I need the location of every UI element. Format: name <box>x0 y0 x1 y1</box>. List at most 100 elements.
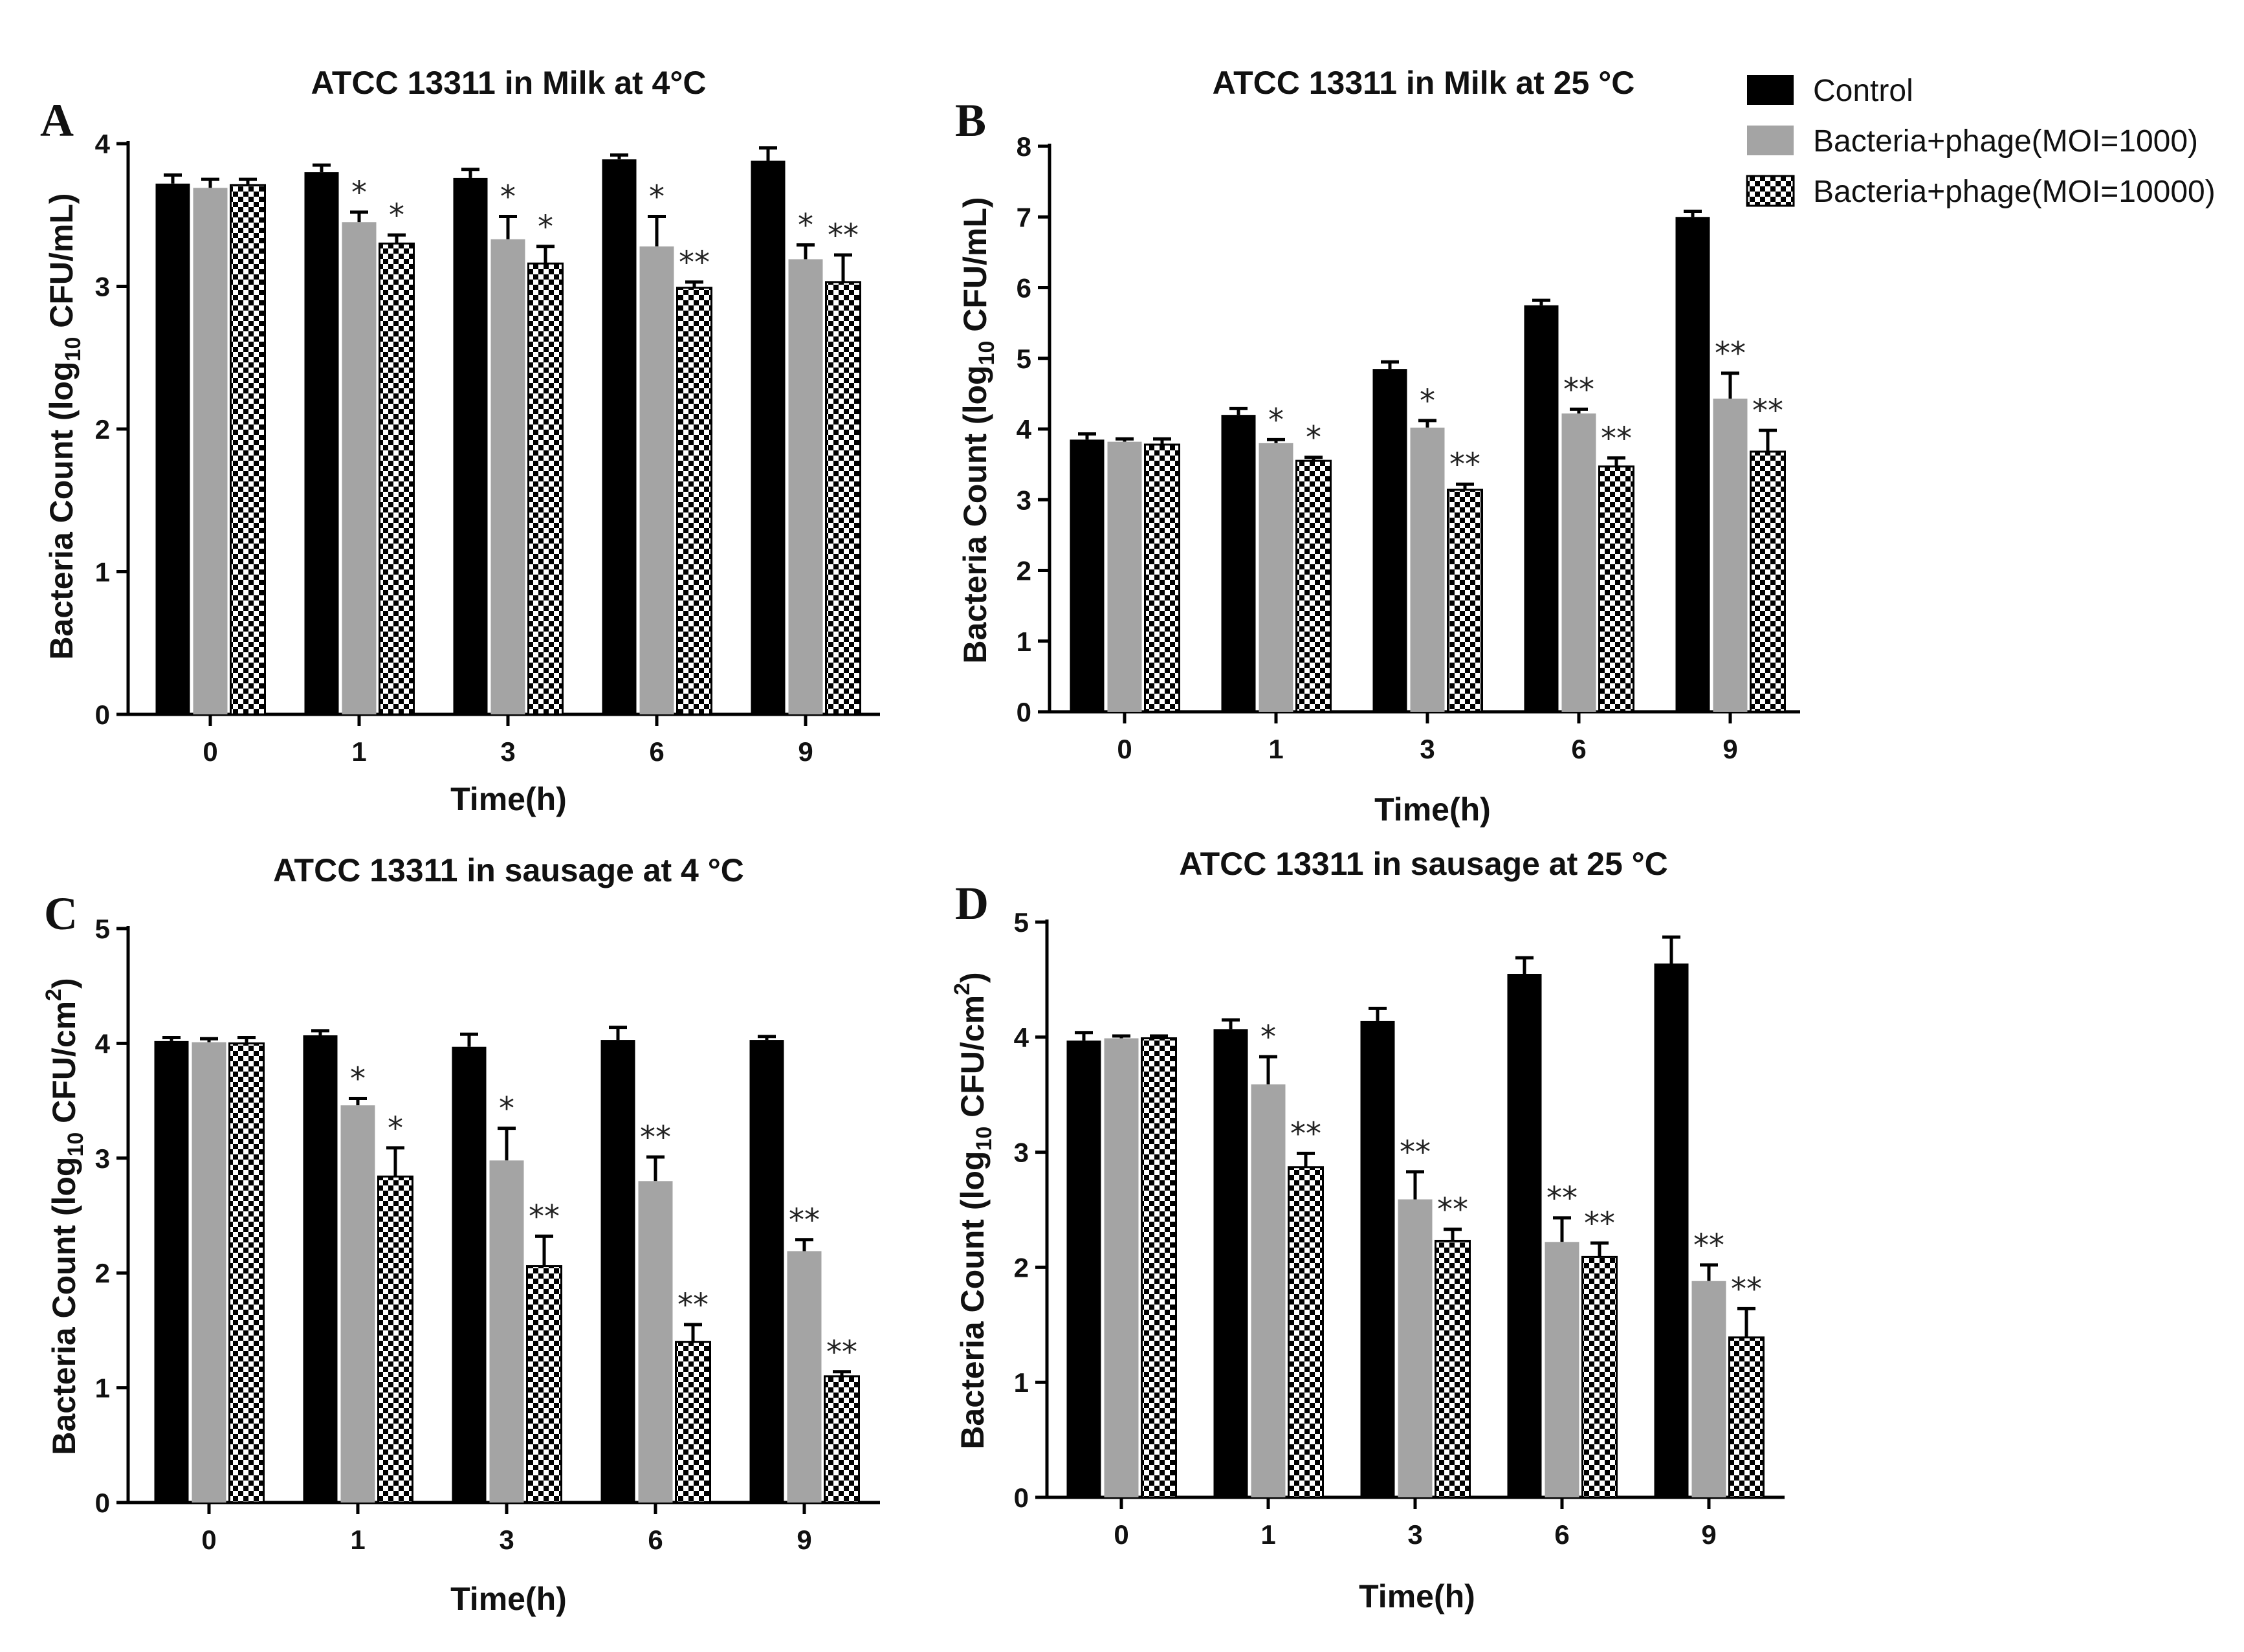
panel-c-bar-moi-10000-t6 <box>675 1341 711 1504</box>
panel-b-bar-moi-10000-t0 <box>1144 443 1180 713</box>
panel-b-bar-moi-10000-t1 <box>1295 459 1332 713</box>
panel-b-x-tick-label: 6 <box>1571 734 1586 764</box>
panel-d-y-tick-label: 5 <box>1014 907 1029 938</box>
panel-c-bar-moi-1000-t0 <box>192 1042 226 1503</box>
panel-b-y-tick-label: 7 <box>1017 202 1031 232</box>
panel-d-significance-mark: ** <box>1584 1206 1615 1242</box>
panel-c-bar-moi-10000-t1 <box>377 1175 413 1504</box>
panel-d-bar-control-t1 <box>1213 1029 1248 1497</box>
panel-d-x-tick-label: 6 <box>1554 1519 1569 1550</box>
panel-b-x-tick-label: 0 <box>1117 734 1132 764</box>
panel-a-bar-moi-10000-t6 <box>676 287 712 716</box>
panel-d-bar-moi-1000-t6 <box>1545 1242 1579 1497</box>
panel-b-bar-moi-10000-t9 <box>1750 450 1786 713</box>
panel-b-y-tick-label: 3 <box>1017 485 1031 515</box>
panel-c-significance-mark: * <box>350 1061 366 1097</box>
panel-a-x-axis-label: Time(h) <box>450 781 567 817</box>
panel-d-significance-mark: ** <box>1731 1271 1762 1307</box>
panel-c-letter: C <box>44 888 78 940</box>
panel-c-y-axis-label: Bacteria Count (log10 CFU/cm2) <box>41 978 88 1455</box>
panel-a-x-tick-label: 9 <box>798 736 813 767</box>
panel-b-title: ATCC 13311 in Milk at 25 °C <box>1213 65 1635 101</box>
legend: Control Bacteria+phage(MOI=1000) Bacteri… <box>1746 74 2216 209</box>
panel-b-significance-mark: ** <box>1449 446 1480 483</box>
panel-c-bar-moi-1000-t3 <box>489 1160 524 1503</box>
panel-c-x-tick-label: 9 <box>797 1525 811 1555</box>
panel-a-y-tick-label: 1 <box>95 557 110 588</box>
legend-swatch-moi-10000 <box>1746 175 1795 207</box>
panel-c-significance-mark: ** <box>826 1334 857 1371</box>
panel-c-bar-moi-10000-t3 <box>526 1265 562 1504</box>
panel-d-bar-moi-10000-t6 <box>1581 1255 1618 1499</box>
panel-a-significance-mark: * <box>798 208 813 244</box>
panel-b-y-tick-label: 4 <box>1017 414 1032 445</box>
panel-d-x-tick-label: 1 <box>1260 1519 1275 1550</box>
panel-a-bar-control-t6 <box>602 159 637 714</box>
panel-a-title: ATCC 13311 in Milk at 4°C <box>311 65 707 101</box>
panel-d-significance-mark: ** <box>1437 1192 1468 1228</box>
panel-c-x-tick-label: 3 <box>499 1525 514 1555</box>
panel-d-bar-control-t3 <box>1360 1020 1395 1497</box>
panel-a-letter: A <box>40 94 74 146</box>
panel-c-x-tick-label: 6 <box>648 1525 663 1555</box>
panel-d-y-tick-label: 1 <box>1014 1367 1029 1398</box>
panel-a-significance-mark: ** <box>828 217 859 254</box>
panel-d-bar-moi-10000-t9 <box>1728 1336 1765 1499</box>
panel-b-bar-moi-1000-t6 <box>1561 413 1596 712</box>
panel-d-bar-moi-10000-t3 <box>1435 1240 1471 1499</box>
panel-c-bar-moi-1000-t6 <box>638 1181 673 1503</box>
panel-a-y-tick-label: 3 <box>95 272 110 302</box>
panel-d-bar-moi-10000-t1 <box>1288 1166 1324 1499</box>
panel-a-y-tick-label: 4 <box>95 129 111 159</box>
panel-b-bar-moi-1000-t3 <box>1410 427 1445 712</box>
panel-b-bar-moi-10000-t3 <box>1447 489 1483 713</box>
panel-d-bar-control-t6 <box>1507 974 1542 1497</box>
panel-c-bar-moi-10000-t0 <box>228 1042 265 1504</box>
panel-a-significance-mark: ** <box>679 245 710 281</box>
panel-d-x-tick-label: 0 <box>1114 1519 1128 1550</box>
panel-a-bar-moi-10000-t1 <box>379 242 415 716</box>
panel-a-y-axis-label: Bacteria Count (log10 CFU/mL) <box>43 193 85 659</box>
panel-b-bar-control-t0 <box>1070 439 1105 712</box>
panel-c-y-tick-label: 0 <box>95 1488 110 1518</box>
panel-d-y-axis-label: Bacteria Count (log10 CFU/cm2) <box>950 972 996 1449</box>
panel-b-bar-control-t3 <box>1372 369 1407 712</box>
panel-b-bar-moi-1000-t1 <box>1259 443 1293 712</box>
panel-c-y-tick-label: 5 <box>95 914 110 944</box>
panel-d-y-tick-label: 0 <box>1014 1482 1029 1513</box>
panel-d-bar-moi-1000-t0 <box>1104 1038 1139 1497</box>
panel-d-bar-moi-1000-t9 <box>1691 1281 1726 1497</box>
panel-d-bar-moi-1000-t3 <box>1398 1199 1433 1497</box>
panel-b-y-tick-label: 5 <box>1017 344 1031 374</box>
panel-b-x-tick-label: 3 <box>1420 734 1435 764</box>
panel-a-bar-moi-1000-t1 <box>342 222 377 714</box>
panel-c-y-tick-label: 1 <box>95 1373 110 1404</box>
panel-a-significance-mark: * <box>351 175 367 211</box>
panel-c-significance-mark: * <box>388 1110 403 1147</box>
panel-d-x-tick-label: 3 <box>1407 1519 1422 1550</box>
panel-a-chart: A ATCC 13311 in Milk at 4°C Time(h) Bact… <box>40 65 880 817</box>
panel-c-significance-mark: ** <box>789 1202 820 1239</box>
panel-b-bar-control-t1 <box>1221 415 1256 712</box>
panel-a-x-tick-label: 3 <box>500 736 515 767</box>
panel-a-bar-moi-1000-t9 <box>788 259 823 715</box>
panel-d-bar-moi-1000-t1 <box>1251 1084 1286 1497</box>
panel-c-x-tick-label: 1 <box>350 1525 365 1555</box>
legend-label-moi-10000: Bacteria+phage(MOI=10000) <box>1813 175 2216 209</box>
panel-b-x-tick-label: 1 <box>1268 734 1283 764</box>
panel-b-bar-moi-1000-t9 <box>1713 399 1748 712</box>
panel-a-y-tick-label: 0 <box>95 699 110 730</box>
panel-c-significance-mark: ** <box>529 1198 560 1235</box>
panel-b-significance-mark: ** <box>1563 371 1594 408</box>
panel-d-letter: D <box>955 877 989 929</box>
panel-c-x-tick-label: 0 <box>201 1525 216 1555</box>
panel-c-bar-control-t3 <box>452 1046 487 1503</box>
panel-d-significance-mark: ** <box>1290 1116 1321 1152</box>
panel-a-bar-moi-1000-t0 <box>193 188 228 715</box>
panel-c-chart: C ATCC 13311 in sausage at 4 °C Time(h) … <box>41 852 880 1617</box>
panel-b-y-axis-label: Bacteria Count (log10 CFU/mL) <box>957 197 999 663</box>
panel-b-y-tick-label: 6 <box>1017 273 1031 303</box>
panel-b-chart: B ATCC 13311 in Milk at 25 °C Time(h) Ba… <box>955 65 1800 828</box>
panel-a-significance-mark: * <box>538 209 553 245</box>
